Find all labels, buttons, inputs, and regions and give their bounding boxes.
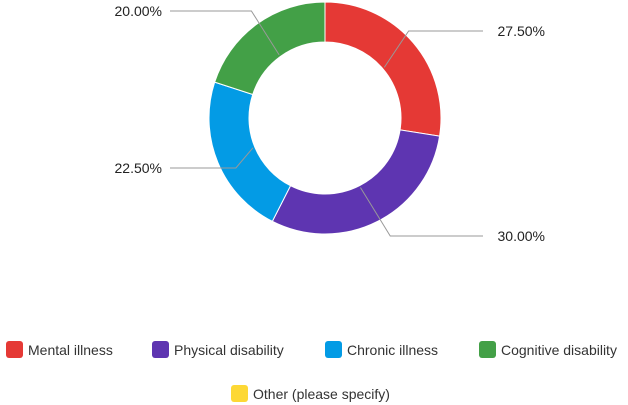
legend-label-mental-illness: Mental illness: [28, 342, 113, 358]
leader-line-mental-illness: [383, 30, 483, 68]
slice-physical-disability[interactable]: [271, 129, 441, 235]
legend-label-chronic-illness: Chronic illness: [347, 342, 438, 358]
legend-item-other[interactable]: Other (please specify): [231, 385, 390, 402]
slices-group: [208, 1, 442, 235]
legend-swatch-cognitive-disability: [479, 341, 496, 358]
leader-lines-group: [170, 10, 483, 237]
legend-label-physical-disability: Physical disability: [174, 342, 284, 358]
value-label-chronic-illness: 22.50%: [115, 160, 162, 176]
legend-label-other: Other (please specify): [253, 386, 390, 402]
leader-line-chronic-illness: [170, 147, 254, 169]
legend-item-mental-illness[interactable]: Mental illness: [6, 341, 113, 358]
legend-label-cognitive-disability: Cognitive disability: [501, 342, 617, 358]
legend: Mental illness Physical disability Chronic…: [6, 341, 617, 402]
slice-cognitive-disability[interactable]: [214, 1, 326, 96]
value-labels-group: 27.50% 30.00% 22.50% 20.00%: [115, 3, 545, 244]
legend-swatch-chronic-illness: [325, 341, 342, 358]
slice-mental-illness[interactable]: [324, 1, 442, 137]
value-label-cognitive-disability: 20.00%: [115, 3, 162, 19]
leader-line-cognitive-disability: [170, 10, 280, 56]
leader-line-physical-disability: [359, 187, 483, 237]
value-label-mental-illness: 27.50%: [498, 23, 545, 39]
legend-item-cognitive-disability[interactable]: Cognitive disability: [479, 341, 617, 358]
legend-swatch-mental-illness: [6, 341, 23, 358]
value-label-physical-disability: 30.00%: [498, 228, 545, 244]
legend-item-chronic-illness[interactable]: Chronic illness: [325, 341, 438, 358]
legend-swatch-other: [231, 385, 248, 402]
legend-item-physical-disability[interactable]: Physical disability: [152, 341, 284, 358]
legend-swatch-physical-disability: [152, 341, 169, 358]
